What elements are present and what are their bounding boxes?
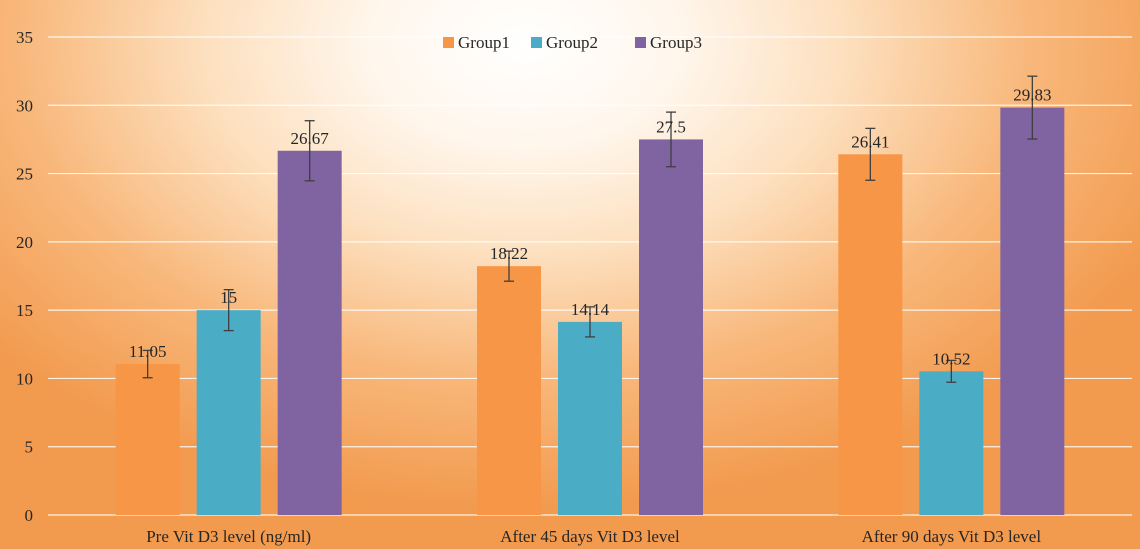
legend-swatch-group2	[531, 37, 542, 48]
data-label: 10.52	[932, 349, 970, 368]
bar-group1	[838, 154, 903, 515]
legend-label: Group2	[546, 33, 598, 52]
y-tick-label: 0	[25, 506, 34, 525]
data-label: 15	[220, 288, 237, 307]
y-tick-label: 35	[16, 28, 33, 47]
data-label: 29.83	[1013, 86, 1051, 105]
bar-group3	[1000, 107, 1065, 516]
bar-group3	[639, 139, 703, 515]
bar-group1	[115, 364, 180, 515]
y-tick-label: 10	[16, 369, 33, 388]
x-category-label: After 90 days Vit D3 level	[862, 527, 1042, 546]
bar-group1	[477, 266, 541, 515]
data-label: 26.41	[851, 132, 889, 151]
y-tick-label: 20	[16, 233, 33, 252]
x-category-label: After 45 days Vit D3 level	[500, 527, 680, 546]
bar-group2	[558, 321, 622, 515]
data-label: 11.05	[129, 342, 167, 361]
y-tick-label: 15	[16, 301, 33, 320]
y-tick-label: 30	[16, 96, 33, 115]
legend-label: Group3	[650, 33, 702, 52]
data-label: 14.14	[571, 300, 610, 319]
y-tick-label: 5	[25, 438, 34, 457]
bar-group2	[919, 371, 984, 515]
bar-group3	[277, 150, 342, 515]
x-category-label: Pre Vit D3 level (ng/ml)	[146, 527, 311, 546]
legend-swatch-group3	[635, 37, 646, 48]
y-tick-label: 25	[16, 165, 33, 184]
data-label: 26.67	[291, 129, 330, 148]
bar-group2	[196, 310, 261, 515]
data-label: 18.22	[490, 244, 528, 263]
data-label: 27.5	[656, 117, 686, 136]
legend-swatch-group1	[443, 37, 454, 48]
legend-label: Group1	[458, 33, 510, 52]
